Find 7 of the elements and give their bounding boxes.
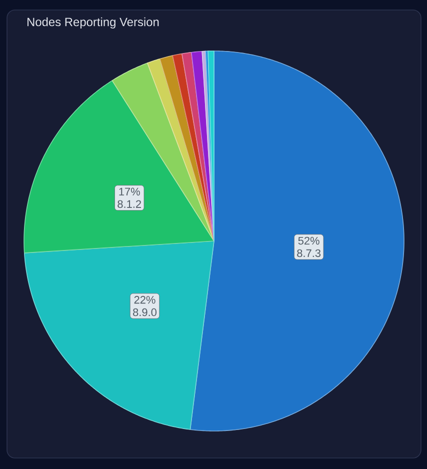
chart-title: Nodes Reporting Version [28,17,159,29]
slice-label: 8.1.2 [118,200,141,208]
data-label: 52% [298,236,320,245]
data-label: 22% [134,296,156,304]
slice-label: 8.7.3 [297,249,321,258]
data-label: 17% [119,188,140,196]
slice-label: 8.9.0 [133,308,156,316]
